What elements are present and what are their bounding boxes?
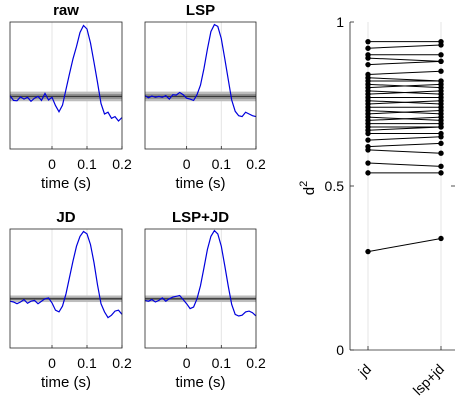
panel-title: LSP+JD bbox=[172, 209, 229, 226]
pair-line bbox=[367, 110, 442, 115]
pair-point-lsp-jd bbox=[438, 140, 444, 147]
x-axis-label: time (s) bbox=[176, 175, 226, 192]
y-axis-label-base: d bbox=[301, 187, 318, 195]
x-tick-label: 0.1 bbox=[212, 355, 232, 371]
y-axis-label: d2 bbox=[298, 181, 318, 195]
pair-point-jd bbox=[365, 160, 371, 166]
pair-point-lsp-jd bbox=[438, 81, 444, 88]
pair-point-lsp-jd bbox=[438, 58, 444, 65]
y-tick-label: 0 bbox=[336, 342, 344, 358]
category-label: jd bbox=[354, 361, 374, 381]
panel-jd: JD 0 0.1 0.2 time (s) bbox=[9, 209, 132, 391]
pair-line bbox=[367, 60, 442, 66]
axes-frame bbox=[9, 228, 123, 349]
pair-point-jd bbox=[365, 170, 371, 176]
panel-lsp: LSP 0 0.1 0.2 time (s) bbox=[144, 2, 266, 192]
x-tick-label: 0 bbox=[48, 156, 56, 172]
signal-line bbox=[9, 230, 123, 319]
signal-line bbox=[9, 24, 123, 122]
x-tick-label: 0 bbox=[48, 355, 56, 371]
pair-line bbox=[367, 149, 442, 154]
pair-point-lsp-jd bbox=[438, 163, 444, 170]
pair-line bbox=[367, 142, 442, 148]
x-tick-label: 0.2 bbox=[246, 355, 266, 371]
pair-point-jd bbox=[365, 61, 371, 68]
panel-raw: raw 0 0.1 0.2 time (s) bbox=[9, 2, 132, 192]
pair-line bbox=[367, 162, 442, 167]
axes-frame bbox=[144, 228, 257, 349]
x-tick-label: 0 bbox=[183, 355, 191, 371]
x-tick-label: 0.1 bbox=[77, 156, 97, 172]
x-tick-label: 0.2 bbox=[112, 355, 132, 371]
pair-point-lsp-jd bbox=[438, 88, 444, 94]
pair-point-jd bbox=[365, 130, 371, 137]
pair-line bbox=[367, 90, 442, 95]
pair-line bbox=[367, 57, 442, 62]
y-tick-label: 0.5 bbox=[325, 178, 345, 194]
pair-line bbox=[367, 83, 442, 89]
pair-point-jd bbox=[365, 45, 371, 51]
pair-line bbox=[367, 116, 442, 121]
pair-line bbox=[367, 44, 442, 49]
y-axis-label-sup: 2 bbox=[298, 181, 310, 187]
x-axis-label: time (s) bbox=[41, 175, 91, 192]
pair-point-jd bbox=[365, 137, 371, 143]
pair-point-jd bbox=[365, 38, 371, 45]
pair-point-lsp-jd bbox=[438, 150, 444, 156]
x-tick-label: 0.1 bbox=[212, 156, 232, 172]
x-tick-label: 0 bbox=[183, 156, 191, 172]
x-axis-label: time (s) bbox=[41, 374, 91, 391]
panel-lsp-jd: LSP+JD 0 0.1 0.2 time (s) bbox=[144, 209, 266, 391]
x-axis-label: time (s) bbox=[176, 374, 226, 391]
signal-line bbox=[144, 229, 257, 317]
panel-title: JD bbox=[56, 209, 75, 226]
y-tick-label: 1 bbox=[336, 14, 344, 30]
pair-line bbox=[367, 70, 442, 75]
pair-line bbox=[367, 237, 442, 253]
pair-point-lsp-jd bbox=[438, 170, 444, 176]
pair-point-lsp-jd bbox=[438, 107, 444, 114]
pair-point-lsp-jd bbox=[438, 52, 444, 58]
x-tick-label: 0.1 bbox=[77, 355, 97, 371]
pair-point-jd bbox=[365, 55, 371, 61]
pair-line bbox=[367, 100, 442, 105]
pair-point-jd bbox=[365, 147, 371, 153]
x-tick-label: 0.2 bbox=[246, 156, 266, 172]
pair-point-jd bbox=[365, 248, 371, 255]
category-label: lsp+jd bbox=[410, 361, 447, 398]
pair-point-lsp-jd bbox=[438, 235, 444, 242]
pair-line bbox=[367, 77, 442, 82]
pair-point-lsp-jd bbox=[438, 124, 444, 130]
panel-d2-paired: 0 0.5 1 d2 jd lsp+jd bbox=[298, 14, 455, 398]
pair-point-lsp-jd bbox=[438, 68, 444, 74]
x-tick-label: 0.2 bbox=[112, 156, 132, 172]
pair-line bbox=[367, 126, 442, 131]
pair-point-lsp-jd bbox=[438, 98, 444, 104]
panel-title: raw bbox=[53, 2, 79, 19]
signal-line bbox=[144, 23, 257, 118]
pair-line bbox=[367, 136, 442, 141]
pair-point-lsp-jd bbox=[438, 42, 444, 48]
panel-title: LSP bbox=[186, 2, 215, 19]
axes-frame bbox=[144, 21, 257, 150]
axes-frame bbox=[9, 21, 123, 150]
pair-point-lsp-jd bbox=[438, 134, 444, 140]
pair-point-lsp-jd bbox=[438, 114, 444, 120]
